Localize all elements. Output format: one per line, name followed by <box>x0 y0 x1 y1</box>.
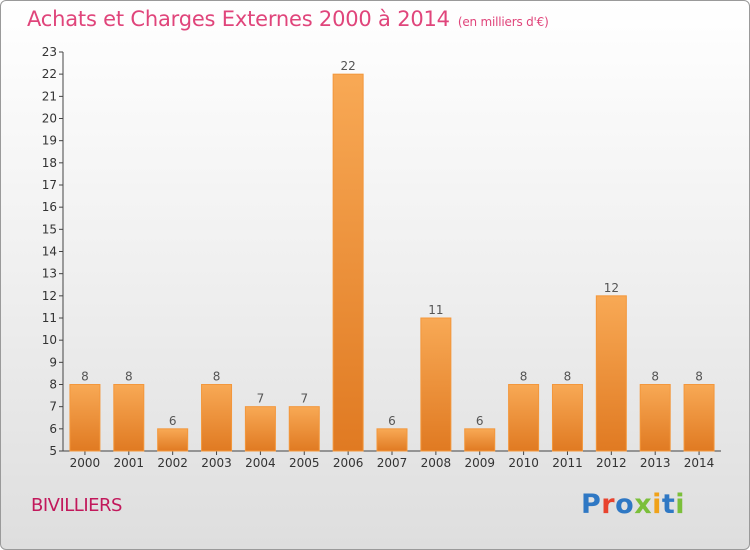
logo-letter: i <box>675 489 686 520</box>
logo-letter: i <box>652 489 662 520</box>
bar-2009 <box>464 428 496 452</box>
x-tick-label: 2012 <box>596 456 627 470</box>
unit-label: (en milliers d'€) <box>457 15 549 29</box>
y-tick-label: 19 <box>42 134 57 148</box>
x-tick-label: 2002 <box>157 456 188 470</box>
data-label: 8 <box>651 370 659 384</box>
x-tick-label: 2011 <box>552 456 583 470</box>
y-tick-label: 12 <box>42 289 57 303</box>
y-tick-label: 5 <box>49 444 57 458</box>
logo-letter: r <box>601 489 616 520</box>
bar-2006 <box>332 73 364 452</box>
data-label: 12 <box>604 281 619 295</box>
data-label: 6 <box>388 414 396 428</box>
x-tick-label: 2014 <box>684 456 715 470</box>
y-tick-label: 18 <box>42 156 57 170</box>
x-tick-label: 2004 <box>245 456 276 470</box>
bar-2003 <box>201 384 233 452</box>
y-tick-label: 11 <box>42 311 57 325</box>
bar-2002 <box>157 428 189 452</box>
bar-2012 <box>595 295 627 452</box>
data-label: 7 <box>257 392 265 406</box>
y-tick-label: 13 <box>42 267 57 281</box>
bar-2008 <box>420 317 452 452</box>
data-label: 8 <box>564 370 572 384</box>
data-label: 6 <box>476 414 484 428</box>
y-tick-label: 8 <box>49 378 57 392</box>
x-tick-label: 2000 <box>70 456 101 470</box>
data-label: 8 <box>695 370 703 384</box>
logo-letter: o <box>615 489 635 520</box>
bar-2004 <box>244 406 276 452</box>
x-tick-label: 2003 <box>201 456 232 470</box>
y-tick-label: 21 <box>42 89 57 103</box>
logo-letter: t <box>661 489 676 520</box>
chart-title: Achats et Charges Externes 2000 à 2014 (e… <box>27 7 549 31</box>
y-tick-label: 23 <box>42 45 57 59</box>
y-tick-label: 22 <box>42 67 57 81</box>
data-label: 6 <box>169 414 177 428</box>
logo-letter: P <box>581 489 602 520</box>
x-tick-label: 2008 <box>421 456 452 470</box>
bar-2001 <box>113 384 145 452</box>
bar-2010 <box>508 384 540 452</box>
logo-letter: x <box>634 489 653 520</box>
data-label: 8 <box>520 370 528 384</box>
y-tick-label: 10 <box>42 333 57 347</box>
data-label: 11 <box>428 303 443 317</box>
x-tick-label: 2005 <box>289 456 320 470</box>
bar-2000 <box>69 384 101 452</box>
y-tick-label: 17 <box>42 178 57 192</box>
title-text: Achats et Charges Externes 2000 à 2014 <box>27 7 450 31</box>
data-label: 8 <box>125 370 133 384</box>
x-tick-label: 2007 <box>377 456 408 470</box>
bar-2013 <box>639 384 671 452</box>
data-label: 8 <box>81 370 89 384</box>
y-tick-label: 7 <box>49 400 57 414</box>
x-tick-label: 2001 <box>114 456 145 470</box>
x-tick-label: 2009 <box>464 456 495 470</box>
y-tick-label: 20 <box>42 112 57 126</box>
bars <box>69 73 715 452</box>
location-name: BIVILLIERS <box>31 495 122 516</box>
y-tick-label: 16 <box>42 200 57 214</box>
data-label: 22 <box>340 59 355 73</box>
data-labels: 8 8 6 8 7 7 22 6 11 6 8 8 12 8 8 <box>81 59 703 428</box>
y-tick-label: 9 <box>49 355 57 369</box>
data-label: 7 <box>300 392 308 406</box>
axes: 5 6 7 8 9 10 11 12 13 14 15 16 17 18 19 20 21 22 23 2000 200… <box>42 45 721 470</box>
data-label: 8 <box>213 370 221 384</box>
x-tick-label: 2006 <box>333 456 364 470</box>
bar-2011 <box>551 384 583 452</box>
y-tick-label: 14 <box>42 245 57 259</box>
bar-2005 <box>288 406 320 452</box>
y-tick-label: 15 <box>42 222 57 236</box>
bar-2007 <box>376 428 408 452</box>
bar-2014 <box>683 384 715 452</box>
y-tick-label: 6 <box>49 422 57 436</box>
x-tick-label: 2010 <box>508 456 539 470</box>
x-tick-label: 2013 <box>640 456 671 470</box>
proxiti-logo: Proxiti <box>581 489 685 520</box>
